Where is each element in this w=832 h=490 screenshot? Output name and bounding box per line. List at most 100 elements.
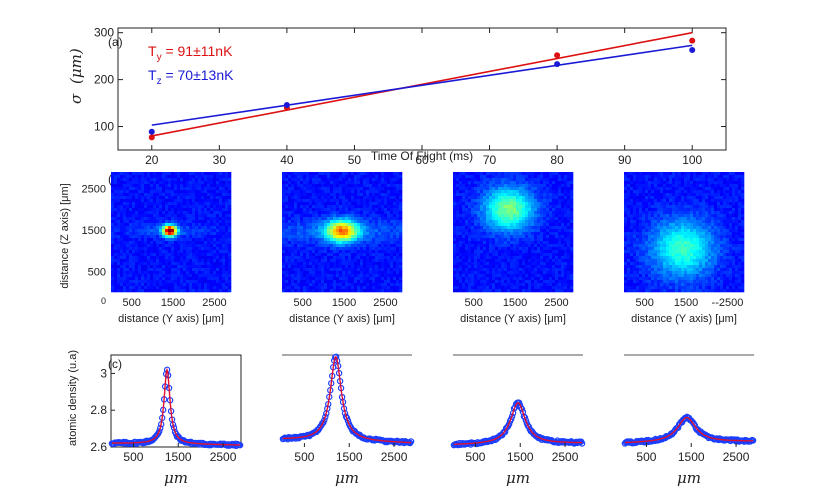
heatmap-cell [465, 184, 469, 188]
heatmap-cell [510, 286, 514, 290]
heatmap-cell [123, 271, 127, 275]
heatmap-cell [552, 223, 556, 227]
heatmap-cell [528, 232, 532, 236]
heatmap-cell [321, 217, 325, 221]
heatmap-cell [120, 178, 124, 182]
heatmap-cell [504, 175, 508, 179]
heatmap-cell [471, 274, 475, 278]
heatmap-cell [390, 274, 394, 278]
heatmap-cell [477, 259, 481, 263]
heatmap-cell [552, 286, 556, 290]
heatmap-cell [321, 253, 325, 257]
heatmap-cell [129, 172, 133, 176]
heatmap-cell [342, 208, 346, 212]
heatmap-cell [486, 250, 490, 254]
heatmap-cell [153, 241, 157, 245]
heatmap-cell [177, 286, 181, 290]
heatmap-cell [393, 175, 397, 179]
heatmap-cell [498, 262, 502, 266]
heatmap-cell [204, 232, 208, 236]
heatmap-cell [519, 280, 523, 284]
heatmap-cell [171, 238, 175, 242]
heatmap-cell [456, 247, 460, 251]
heatmap-cell [195, 289, 199, 293]
heatmap-cell [204, 172, 208, 176]
heatmap-cell [336, 250, 340, 254]
heatmap-cell [207, 196, 211, 200]
heatmap-cell [480, 211, 484, 215]
heatmap-cell [555, 262, 559, 266]
heatmap-cell [147, 196, 151, 200]
heatmap-cell [462, 187, 466, 191]
heatmap-cell [534, 184, 538, 188]
heatmap-cell [135, 232, 139, 236]
heatmap-cell [171, 286, 175, 290]
heatmap-cell [369, 199, 373, 203]
heatmap-cell [153, 256, 157, 260]
heatmap-cell [462, 190, 466, 194]
heatmap-cell [369, 280, 373, 284]
heatmap-cell [189, 283, 193, 287]
heatmap-cell [456, 193, 460, 197]
heatmap-cell [726, 172, 730, 176]
heatmap-cell [567, 199, 571, 203]
heatmap-cell [546, 211, 550, 215]
heatmap-cell [180, 232, 184, 236]
heatmap-cell [306, 232, 310, 236]
heatmap-cell [504, 184, 508, 188]
heatmap-cell [207, 193, 211, 197]
heatmap-cell [330, 187, 334, 191]
heatmap-cell [309, 187, 313, 191]
heatmap-cell [492, 286, 496, 290]
heatmap-cell [537, 211, 541, 215]
heatmap-cell [132, 217, 136, 221]
heatmap-cell [474, 223, 478, 227]
heatmap-cell [147, 175, 151, 179]
heatmap-cell [222, 274, 226, 278]
heatmap-cell [393, 241, 397, 245]
heatmap-cell [474, 259, 478, 263]
heatmap-cell [132, 238, 136, 242]
heatmap-cell [399, 256, 403, 260]
heatmap-cell [117, 181, 121, 185]
heatmap-cell [552, 268, 556, 272]
heatmap-cell [390, 262, 394, 266]
heatmap-cell [546, 190, 550, 194]
heatmap-cell [210, 217, 214, 221]
heatmap-cell [348, 286, 352, 290]
heatmap-cell [354, 226, 358, 230]
heatmap-cell [357, 205, 361, 209]
heatmap-cell [381, 223, 385, 227]
heatmap-cell [471, 235, 475, 239]
heatmap-cell [366, 208, 370, 212]
heatmap-cell [519, 277, 523, 281]
heatmap-cell [327, 196, 331, 200]
heatmap-cell [183, 277, 187, 281]
heatmap-cell [360, 172, 364, 176]
heatmap-cell [120, 289, 124, 293]
heatmap-cell [204, 193, 208, 197]
heatmap-cell [465, 250, 469, 254]
heatmap-cell [555, 190, 559, 194]
heatmap-cell [312, 268, 316, 272]
heatmap-cell [129, 289, 133, 293]
heatmap-cell [513, 232, 517, 236]
heatmap-cell [129, 175, 133, 179]
heatmap-cell [555, 244, 559, 248]
heatmap-cell [657, 175, 661, 179]
heatmap-cell [207, 259, 211, 263]
heatmap-cell [393, 208, 397, 212]
heatmap-cell [381, 232, 385, 236]
heatmap-cell [468, 250, 472, 254]
heatmap-cell [333, 211, 337, 215]
heatmap-cell [540, 184, 544, 188]
heatmap-cell [537, 175, 541, 179]
heatmap-cell [570, 244, 574, 248]
heatmap-cell [114, 226, 118, 230]
heatmap-cell [306, 211, 310, 215]
heatmap-cell [552, 277, 556, 281]
heatmap-cell [222, 256, 226, 260]
heatmap-cell [456, 244, 460, 248]
heatmap-cell [399, 247, 403, 251]
heatmap-cell [129, 223, 133, 227]
